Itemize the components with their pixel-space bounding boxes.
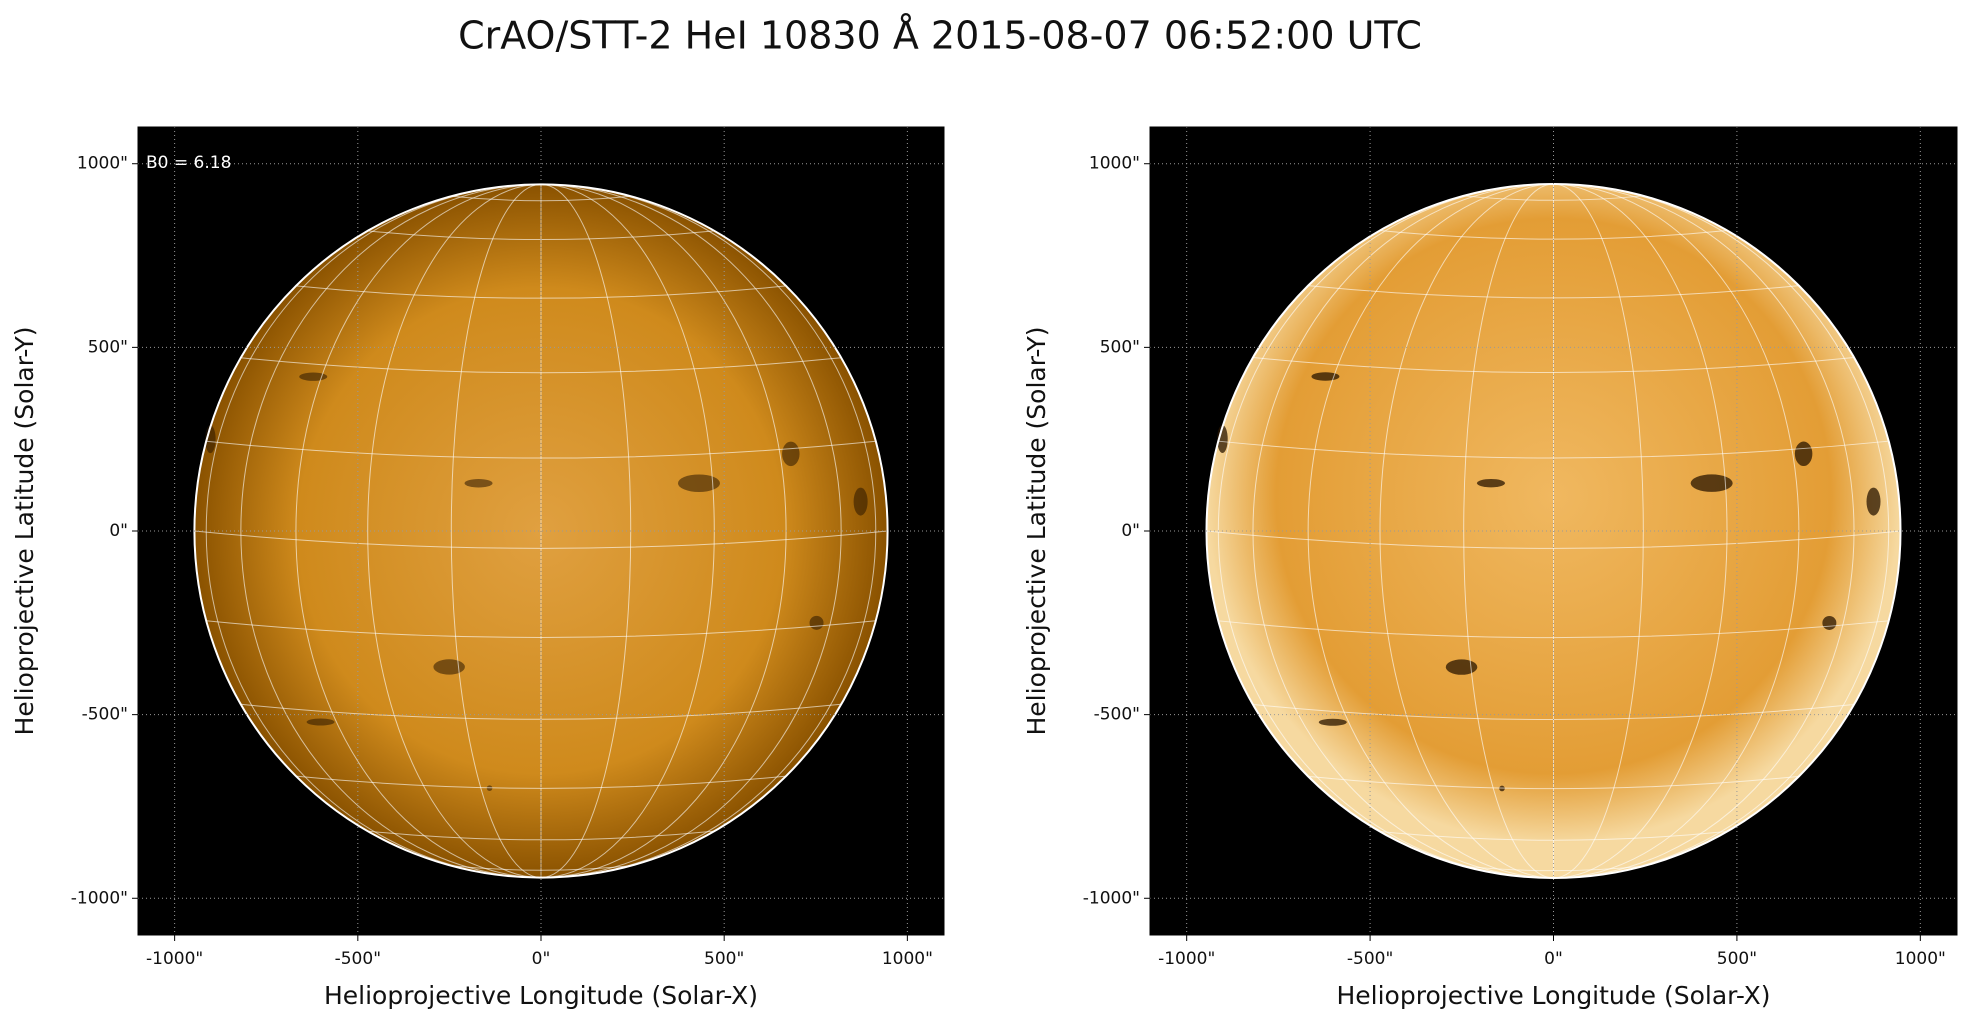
filament [1866, 487, 1881, 516]
filament [464, 479, 493, 488]
parallel [295, 775, 787, 789]
y-tick-label: -500" [82, 705, 128, 725]
annotation: B0 = 6.18 [146, 153, 231, 173]
y-tick-label: -1000" [71, 888, 128, 908]
filament [677, 474, 720, 492]
filament [299, 372, 328, 381]
y-axis-label: Helioprojective Latitude (Solar-Y) [1022, 327, 1051, 736]
parallel [1379, 831, 1728, 841]
filament [1822, 615, 1837, 630]
meridian [450, 183, 542, 879]
filament [205, 425, 216, 454]
x-tick-label: 1000" [882, 949, 933, 969]
panel: -1000" -500" 0" 500" 1000" -1000" -500" 0" 500" 1… [1022, 126, 1958, 1010]
x-axis-label: Helioprojective Longitude (Solar-X) [324, 981, 758, 1010]
filament [433, 659, 465, 675]
parallel [206, 620, 876, 638]
axes-frame [137, 126, 945, 936]
filament [1217, 425, 1228, 454]
y-axis-label: Helioprojective Latitude (Solar-Y) [10, 327, 39, 736]
y-tick-label: 0" [109, 521, 128, 541]
x-tick-label: -500" [1347, 949, 1393, 969]
x-tick-label: 500" [704, 949, 744, 969]
meridian [1553, 183, 1644, 879]
x-tick-label: 0" [1544, 949, 1563, 969]
filament [782, 441, 800, 467]
y-tick-label: 500" [1100, 337, 1140, 357]
meridian [540, 183, 877, 879]
filament [853, 487, 868, 516]
filament [809, 615, 824, 630]
filament [1318, 718, 1347, 726]
parallel [1463, 195, 1644, 201]
x-tick-label: 500" [1717, 949, 1757, 969]
meridian [540, 183, 842, 879]
x-tick-label: 1000" [1895, 949, 1946, 969]
filament [1445, 659, 1478, 675]
x-tick-label: -500" [335, 949, 381, 969]
y-tick-label: 0" [1121, 521, 1140, 541]
parallel [206, 440, 876, 459]
y-tick-label: 1000" [1089, 154, 1140, 174]
parallel [1218, 620, 1889, 639]
y-tick-label: 500" [88, 337, 128, 357]
parallel [1308, 285, 1799, 299]
parallel [1308, 775, 1799, 790]
y-tick-label: 1000" [77, 154, 128, 174]
filament [1476, 478, 1505, 488]
filament [1690, 474, 1733, 492]
parallel [194, 530, 888, 549]
parallel [1463, 865, 1644, 872]
meridian [367, 183, 542, 879]
meridian [1553, 183, 1890, 879]
parallel [1218, 440, 1889, 459]
parallel [240, 357, 842, 374]
figure-title: CrAO/STT-2 HeI 10830 Å 2015-08-07 06:52:… [458, 14, 1422, 58]
filament [306, 718, 335, 726]
meridian [1463, 183, 1554, 879]
y-tick-label: -1000" [1083, 888, 1140, 908]
y-tick-label: -500" [1094, 705, 1140, 725]
meridian [1379, 183, 1554, 879]
parallel [1252, 356, 1855, 373]
x-tick-label: -1000" [146, 949, 203, 969]
filament [1794, 441, 1813, 467]
meridian [240, 183, 542, 879]
parallel [295, 285, 787, 299]
x-tick-label: 0" [532, 949, 551, 969]
parallel [451, 195, 631, 202]
meridian [1553, 183, 1855, 879]
filament [1311, 372, 1340, 381]
parallel [1206, 530, 1901, 549]
panel: -1000" -500" 0" 500" 1000" -1000" -500" 0" 500" 1… [10, 126, 945, 1010]
x-tick-label: -1000" [1158, 949, 1215, 969]
axes-frame [1149, 126, 1958, 936]
meridian [1252, 183, 1554, 879]
parallel [451, 865, 631, 871]
x-axis-label: Helioprojective Longitude (Solar-X) [1336, 981, 1770, 1010]
